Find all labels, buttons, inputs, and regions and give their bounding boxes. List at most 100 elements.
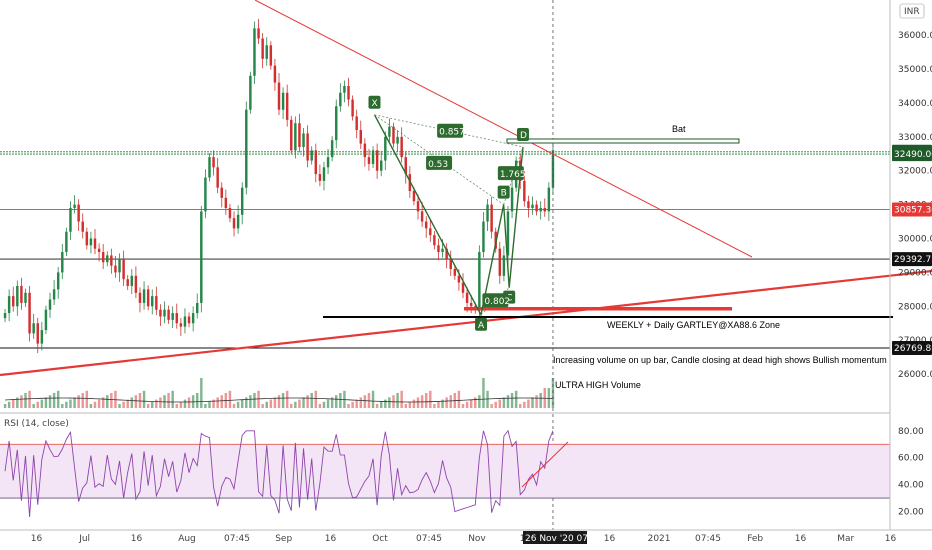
candle-body-20: [85, 231, 89, 246]
price-tick-label-2: 28000.00: [898, 302, 932, 312]
candle-body-111: [457, 275, 461, 283]
candle-body-6: [28, 292, 31, 334]
x-tick-label-4: 07:45: [224, 534, 250, 544]
candle-body-91: [375, 150, 379, 171]
candle-body-105: [433, 235, 436, 246]
volume-bar-17: [73, 397, 76, 408]
volume-bar-125: [514, 390, 518, 408]
volume-bar-64: [265, 401, 268, 408]
candle-body-84: [347, 85, 350, 100]
candle-body-117: [482, 221, 485, 253]
volume-bar-35: [146, 404, 150, 408]
candle-body-65: [269, 45, 273, 66]
candle-body-17: [73, 204, 76, 208]
volume-bar-37: [155, 399, 158, 408]
rsi-panel: 20.00 40.00 60.00 80.00: [0, 412, 924, 518]
volume-bar-9: [40, 399, 44, 408]
candle-body-131: [539, 208, 542, 212]
candle-body-62: [257, 28, 260, 39]
volume-bar-87: [359, 397, 363, 408]
rsi-tick-label-1: 40.00: [898, 481, 924, 491]
volume-bar-25: [106, 395, 109, 408]
candle-body-22: [93, 238, 97, 249]
candle-body-83: [343, 85, 346, 93]
volume-bar-40: [167, 393, 170, 408]
candle-body-43: [179, 323, 183, 327]
volume-bar-1: [7, 401, 11, 408]
volume-bar-127: [523, 401, 526, 408]
candle-body-18: [77, 204, 80, 222]
volume-bar-65: [269, 399, 273, 408]
candle-body-47: [195, 302, 199, 314]
ratio-xd: [374, 114, 524, 148]
candle-body-59: [245, 109, 248, 188]
volume-bar-101: [416, 397, 420, 408]
volume-bar-108: [445, 397, 448, 408]
horizontal-levels: [0, 151, 890, 349]
candle-body-70: [290, 119, 293, 151]
x-tick-label-7: Oct: [372, 534, 388, 544]
price-badge-label-2: 30857.30: [894, 205, 932, 215]
rsi-label: RSI (14, close): [4, 419, 69, 429]
candle-body-0: [3, 313, 7, 319]
ratio-label-0: 0.857: [439, 128, 465, 138]
candle-body-31: [130, 275, 134, 286]
candle-body-129: [531, 204, 534, 208]
zone-red-bar: [464, 307, 732, 311]
volume-bar-90: [371, 390, 375, 408]
candle-body-75: [310, 150, 313, 161]
rsi-tick-label-3: 80.00: [898, 427, 924, 437]
volume-bar-100: [412, 399, 416, 408]
volume-bar-59: [245, 397, 248, 408]
volume-bar-85: [351, 401, 354, 408]
volume-bar-71: [294, 401, 297, 408]
candle-body-66: [273, 65, 277, 83]
ratio-label-3: 0.802: [484, 297, 510, 307]
volume-bar-23: [97, 399, 101, 408]
candle-body-86: [355, 116, 358, 131]
volume-bar-28: [118, 404, 121, 408]
candle-body-71: [294, 123, 297, 151]
rsi-tick-label-2: 60.00: [898, 454, 924, 464]
volume-bar-47: [195, 393, 199, 408]
ratio-badge-3: [482, 293, 509, 308]
candle-body-33: [138, 292, 142, 303]
volume-bar-66: [273, 397, 277, 408]
candle-body-5: [24, 292, 27, 303]
candle-body-130: [535, 204, 538, 212]
volume-bar-124: [510, 393, 514, 408]
candle-body-110: [453, 269, 457, 276]
point-label-X: X: [371, 99, 377, 109]
point-label-B: B: [501, 189, 507, 199]
volume-bar-73: [302, 397, 305, 408]
volume-bar-82: [339, 393, 342, 408]
volume-bar-6: [28, 390, 31, 408]
candle-body-35: [146, 289, 150, 307]
volume-bar-98: [404, 404, 407, 408]
volume-bar-24: [101, 397, 105, 408]
candle-body-103: [424, 221, 428, 229]
candle-body-4: [20, 285, 23, 303]
point-badge-B: [497, 185, 510, 199]
volume-bar-103: [424, 393, 428, 408]
volume-bar-44: [183, 399, 187, 408]
point-label-D: D: [520, 131, 527, 141]
candle-body-54: [224, 197, 228, 208]
volume-bar-112: [461, 404, 465, 408]
candle-body-44: [183, 316, 187, 327]
volume-bar-62: [257, 390, 260, 408]
volume-bar-49: [204, 404, 207, 408]
candle-body-7: [32, 323, 35, 334]
volume-bar-33: [138, 393, 142, 408]
volume-annotation: Increasing volume on up bar, Candle clos…: [553, 355, 887, 365]
volume-bar-4: [20, 395, 23, 408]
volume-bar-14: [61, 404, 64, 408]
candle-body-100: [412, 191, 416, 202]
candle-body-106: [437, 245, 440, 253]
x-tick-label-6: 16: [325, 534, 337, 544]
volume-bar-76: [314, 390, 318, 408]
candle-body-60: [249, 75, 252, 110]
point-badge-X: [368, 95, 381, 109]
volume-bar-16: [69, 399, 72, 408]
